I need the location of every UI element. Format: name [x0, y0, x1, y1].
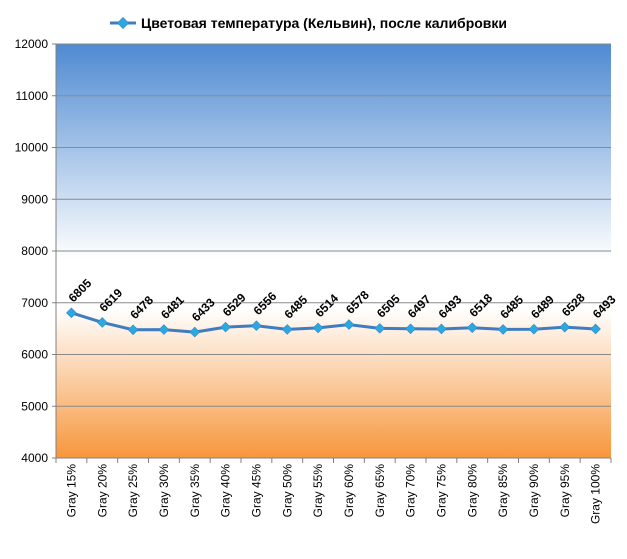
- data-point: [466, 322, 478, 333]
- y-tick-label: 6000: [21, 348, 48, 362]
- data-point: [343, 319, 355, 330]
- x-tick-label: Gray 95%: [558, 464, 572, 518]
- x-tick-label: Gray 55%: [311, 464, 325, 518]
- y-tick-label: 8000: [21, 244, 48, 258]
- x-tick-label: Gray 25%: [126, 464, 140, 518]
- data-point: [405, 323, 416, 335]
- x-tick-label: Gray 15%: [64, 464, 78, 518]
- y-tick-label: 7000: [21, 296, 48, 310]
- x-tick-label: Gray 80%: [465, 464, 479, 518]
- y-tick-label: 4000: [21, 451, 48, 465]
- y-tick-label: 12000: [15, 37, 49, 51]
- x-tick-label: Gray 20%: [95, 464, 109, 518]
- series-line-group: [66, 307, 601, 338]
- data-point: [497, 324, 509, 335]
- legend-entry: Цветовая температура (Кельвин), после ка…: [141, 15, 507, 31]
- data-point: [189, 326, 201, 338]
- data-point: [66, 307, 77, 319]
- x-tick-label: Gray 35%: [188, 464, 202, 518]
- data-point: [559, 321, 571, 333]
- data-point: [96, 317, 108, 328]
- x-tick-label: Gray 50%: [280, 464, 294, 518]
- x-tick-label: Gray 65%: [373, 464, 387, 518]
- x-tick-label: Gray 85%: [496, 464, 510, 518]
- y-tick-label: 11000: [16, 89, 49, 103]
- data-point: [158, 324, 170, 335]
- y-tick-label: 5000: [21, 399, 48, 413]
- data-point: [251, 320, 262, 332]
- x-tick-label: Gray 75%: [434, 464, 448, 518]
- x-tick-label: Gray 40%: [219, 464, 233, 518]
- x-tick-label: Gray 70%: [404, 464, 418, 518]
- legend: Цветовая температура (Кельвин), после ка…: [110, 15, 507, 31]
- x-tick-label: Gray 45%: [249, 464, 263, 518]
- x-tick-label: Gray 100%: [589, 464, 603, 524]
- data-point: [528, 323, 540, 335]
- x-tick-label: Gray 90%: [527, 464, 541, 518]
- x-tick-label: Gray 60%: [342, 464, 356, 518]
- y-tick-label: 10000: [15, 141, 49, 155]
- data-point: [590, 323, 601, 335]
- x-tick-label: Gray 30%: [157, 464, 171, 518]
- data-point: [374, 323, 386, 334]
- legend-marker-swatch: [116, 16, 130, 30]
- data-point: [281, 324, 293, 335]
- data-point: [312, 322, 324, 334]
- y-tick-label: 9000: [21, 192, 48, 206]
- data-point: [220, 321, 231, 333]
- y-axis: 4000 5000 6000 7000 8000 9000 10000 11000 12000: [15, 37, 57, 465]
- x-axis: Gray 15% Gray 20% Gray 25% Gray 30% Gray 35%…: [55, 457, 612, 524]
- data-point: [436, 323, 447, 335]
- data-point: [127, 324, 139, 336]
